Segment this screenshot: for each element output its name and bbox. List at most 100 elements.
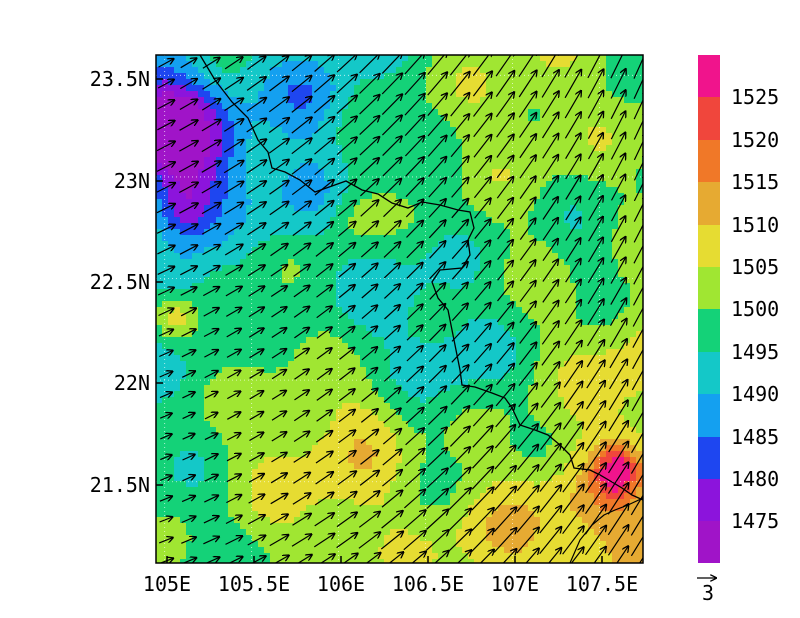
field-cell <box>588 103 595 110</box>
field-cell <box>516 55 523 62</box>
field-cell <box>360 163 367 170</box>
field-cell <box>456 205 463 212</box>
field-cell <box>324 277 331 284</box>
field-cell <box>198 223 205 230</box>
field-cell <box>414 121 421 128</box>
field-cell <box>636 211 643 218</box>
field-cell <box>336 295 343 302</box>
field-cell <box>342 271 349 278</box>
field-cell <box>210 193 217 200</box>
field-cell <box>624 331 631 338</box>
field-cell <box>246 205 253 212</box>
field-cell <box>426 121 433 128</box>
field-cell <box>426 205 433 212</box>
field-cell <box>396 271 403 278</box>
field-cell <box>174 367 181 374</box>
field-cell <box>600 283 607 290</box>
field-cell <box>390 157 397 164</box>
field-cell <box>204 55 211 62</box>
field-cell <box>534 415 541 422</box>
field-cell <box>504 331 511 338</box>
field-cell <box>318 379 325 386</box>
field-cell <box>168 127 175 134</box>
field-cell <box>612 331 619 338</box>
field-cell <box>294 169 301 176</box>
field-cell <box>408 73 415 80</box>
field-cell <box>516 265 523 272</box>
field-cell <box>222 79 229 86</box>
field-cell <box>390 235 397 242</box>
field-cell <box>558 397 565 404</box>
field-cell <box>498 61 505 68</box>
field-cell <box>390 367 397 374</box>
field-cell <box>354 205 361 212</box>
field-cell <box>636 367 643 374</box>
field-cell <box>516 61 523 68</box>
field-cell <box>324 397 331 404</box>
field-cell <box>294 373 301 380</box>
field-cell <box>306 205 313 212</box>
field-cell <box>576 163 583 170</box>
field-cell <box>504 187 511 194</box>
field-cell <box>264 211 271 218</box>
field-cell <box>210 319 217 326</box>
field-cell <box>588 157 595 164</box>
field-cell <box>360 55 367 62</box>
field-cell <box>624 391 631 398</box>
field-cell <box>450 85 457 92</box>
field-cell <box>342 127 349 134</box>
field-cell <box>324 415 331 422</box>
field-cell <box>438 247 445 254</box>
field-cell <box>492 343 499 350</box>
field-cell <box>294 91 301 98</box>
field-cell <box>354 253 361 260</box>
field-cell <box>270 373 277 380</box>
field-cell <box>522 367 529 374</box>
field-cell <box>582 175 589 182</box>
field-cell <box>330 409 337 416</box>
field-cell <box>618 337 625 344</box>
field-cell <box>360 391 367 398</box>
field-cell <box>426 55 433 62</box>
field-cell <box>456 355 463 362</box>
field-cell <box>414 205 421 212</box>
field-cell <box>306 151 313 158</box>
field-cell <box>510 397 517 404</box>
field-cell <box>324 55 331 62</box>
field-cell <box>372 337 379 344</box>
field-cell <box>360 331 367 338</box>
field-cell <box>168 211 175 218</box>
field-cell <box>342 67 349 74</box>
field-cell <box>318 271 325 278</box>
field-cell <box>312 403 319 410</box>
field-cell <box>468 55 475 62</box>
field-cell <box>246 379 253 386</box>
field-cell <box>276 253 283 260</box>
field-cell <box>582 385 589 392</box>
field-cell <box>294 325 301 332</box>
field-cell <box>456 415 463 422</box>
field-cell <box>594 55 601 62</box>
field-cell <box>540 313 547 320</box>
field-cell <box>312 187 319 194</box>
field-cell <box>564 109 571 116</box>
field-cell <box>492 151 499 158</box>
field-cell <box>390 85 397 92</box>
field-cell <box>438 127 445 134</box>
field-cell <box>402 307 409 314</box>
field-cell <box>480 253 487 260</box>
field-cell <box>396 67 403 74</box>
field-cell <box>234 73 241 80</box>
field-cell <box>204 79 211 86</box>
field-cell <box>426 73 433 80</box>
field-cell <box>528 415 535 422</box>
field-cell <box>564 121 571 128</box>
field-cell <box>162 403 169 410</box>
field-cell <box>222 337 229 344</box>
field-cell <box>558 211 565 218</box>
field-cell <box>384 229 391 236</box>
field-cell <box>594 355 601 362</box>
field-cell <box>294 223 301 230</box>
field-cell <box>276 97 283 104</box>
field-cell <box>354 385 361 392</box>
